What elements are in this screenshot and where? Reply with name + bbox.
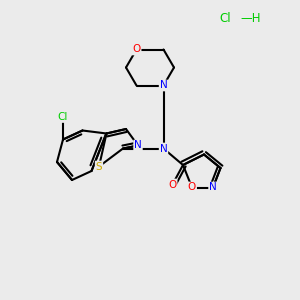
Text: N: N [209, 182, 217, 193]
Text: O: O [132, 44, 141, 55]
Text: Cl: Cl [219, 11, 231, 25]
Text: N: N [160, 143, 167, 154]
Text: N: N [134, 140, 142, 151]
Text: N: N [160, 80, 167, 91]
Text: Cl: Cl [58, 112, 68, 122]
Text: —H: —H [240, 11, 261, 25]
Text: S: S [96, 161, 102, 172]
Text: O: O [188, 182, 196, 193]
Text: O: O [168, 179, 177, 190]
